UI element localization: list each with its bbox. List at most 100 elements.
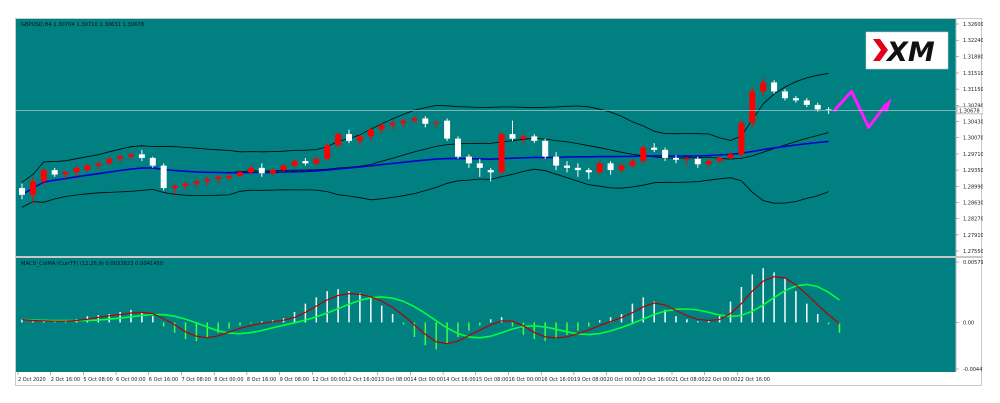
time-tick-label: 12 Oct 00:00 xyxy=(312,377,345,383)
time-axis: 2 Oct 2020 2 Oct 16:00 5 Oct 08:00 6 Oct 00… xyxy=(17,372,770,383)
time-tick-label: 7 Oct 08:00 xyxy=(182,377,211,383)
time-tick-label: 14 Oct 16:00 xyxy=(443,377,476,383)
candle-body xyxy=(51,170,58,175)
candle xyxy=(444,118,451,141)
time-tick-label: 13 Oct 08:00 xyxy=(378,377,411,383)
candle xyxy=(171,183,178,195)
time-tick-label: 8 Oct 16:00 xyxy=(247,377,276,383)
candle-body xyxy=(498,134,505,173)
forecast-segment xyxy=(833,89,854,112)
band-line xyxy=(21,168,829,208)
price-tick-label: 1.30430 xyxy=(963,120,983,126)
candle-body xyxy=(433,122,440,124)
candle-body xyxy=(171,185,178,189)
candle xyxy=(487,167,494,182)
candle xyxy=(117,154,124,164)
candle-body xyxy=(138,154,145,158)
candle-body xyxy=(117,156,124,159)
candle xyxy=(574,163,581,177)
candle-body xyxy=(825,109,832,111)
macd-tick-label: -0.00447 xyxy=(963,367,983,373)
candle-body xyxy=(509,134,516,139)
time-tick-label: 16 Oct 16:00 xyxy=(541,377,574,383)
candle-body xyxy=(520,136,527,139)
candle-body xyxy=(760,82,767,92)
candle-body xyxy=(673,157,679,160)
time-tick-label: 2 Oct 16:00 xyxy=(51,377,80,383)
candle xyxy=(694,156,701,168)
time-tick-label: 22 Oct 00:00 xyxy=(705,377,738,383)
macd-panel[interactable] xyxy=(16,258,956,372)
time-tick-label: 16 Oct 00:00 xyxy=(509,377,542,383)
forecast-arrow xyxy=(833,89,892,129)
candle xyxy=(258,163,265,177)
candle xyxy=(138,149,145,162)
time-tick-label: 6 Oct 16:00 xyxy=(149,377,178,383)
time-tick-label: 20 Oct 16:00 xyxy=(639,377,672,383)
chart-window[interactable]: 1.32600 1.32240 1.31880 1.31510 1.31150 1.307… xyxy=(15,18,983,387)
candle xyxy=(95,161,102,171)
candle-body xyxy=(422,118,429,124)
candle-body xyxy=(814,104,821,110)
candle-body xyxy=(40,170,47,182)
candle-body xyxy=(640,147,647,162)
candle-body xyxy=(302,161,309,164)
candle xyxy=(422,116,429,128)
xm-logo: XM xyxy=(865,31,949,70)
candle xyxy=(128,152,134,159)
candle-body xyxy=(258,167,265,174)
candle xyxy=(705,158,712,167)
candle-body xyxy=(574,167,581,171)
time-tick-label: 8 Oct 00:00 xyxy=(214,377,243,383)
candle-body xyxy=(803,100,810,105)
price-tick-label: 1.29710 xyxy=(963,152,983,158)
candle-body xyxy=(585,170,592,173)
candle xyxy=(607,161,614,175)
chart-canvas[interactable]: 1.32600 1.32240 1.31880 1.31510 1.31150 1.307… xyxy=(16,19,983,387)
candle xyxy=(651,143,658,153)
candle xyxy=(378,122,385,135)
signal-line xyxy=(21,283,840,339)
candle xyxy=(280,163,287,173)
candle xyxy=(19,183,25,200)
candle-body xyxy=(29,181,36,195)
candle-body xyxy=(727,154,734,158)
candle-body xyxy=(280,165,287,171)
price-tick-label: 1.32240 xyxy=(963,38,983,44)
candle xyxy=(465,154,472,168)
symbol-info: GBPUSD,H4 1.30704 1.30710 1.30631 1.3067… xyxy=(21,22,144,28)
candle-body xyxy=(237,172,243,176)
candle-body xyxy=(651,147,658,150)
macd-tick-label: 0.00 xyxy=(963,320,974,326)
candle xyxy=(84,163,91,173)
candle xyxy=(531,134,538,144)
price-panel[interactable] xyxy=(16,19,956,256)
xm-logo-chevron-icon xyxy=(873,39,888,61)
candle-body xyxy=(324,145,331,159)
candle-body xyxy=(149,157,156,166)
price-axis: 1.32600 1.32240 1.31880 1.31510 1.31150 1.307… xyxy=(956,22,983,255)
candle xyxy=(302,157,309,166)
price-tick-label: 1.27910 xyxy=(963,233,983,239)
price-tick-label: 1.30070 xyxy=(963,136,983,142)
candle-body xyxy=(356,136,363,141)
candle xyxy=(596,161,603,175)
candle xyxy=(346,129,352,144)
candle xyxy=(520,134,527,146)
candle-body xyxy=(346,134,352,141)
candle xyxy=(149,156,156,168)
candle-body xyxy=(291,161,298,166)
candle xyxy=(182,181,189,191)
candle xyxy=(62,170,69,180)
price-tick-label: 1.27550 xyxy=(963,249,983,255)
current-price-label: 1.30678 xyxy=(959,108,980,114)
time-tick-label: 22 Oct 16:00 xyxy=(737,377,770,383)
candle xyxy=(291,158,298,168)
macd-axis: 0.005794 0.00 -0.00447 xyxy=(956,260,983,373)
candle xyxy=(269,167,276,176)
candle xyxy=(553,152,560,171)
candle-body xyxy=(596,163,603,173)
candle-body xyxy=(106,158,113,164)
candle xyxy=(585,167,592,180)
candle-body xyxy=(792,98,799,101)
